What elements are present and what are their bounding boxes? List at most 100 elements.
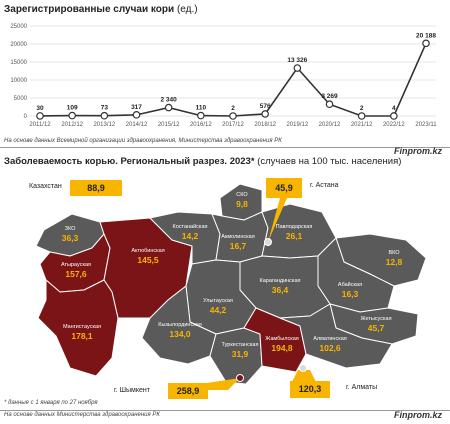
- x-tick-label: 2011/12: [29, 122, 51, 128]
- data-point: [357, 112, 366, 120]
- data-point: [293, 64, 302, 72]
- region-value-label: 36,4: [272, 285, 289, 295]
- data-label: 2: [360, 105, 364, 112]
- x-tick-label: 2013/12: [93, 122, 115, 128]
- city-marker-almaty: [299, 364, 307, 372]
- data-label: 2: [231, 105, 235, 112]
- y-tick-label: 0: [24, 114, 28, 120]
- data-label: 109: [67, 105, 78, 112]
- data-point: [164, 103, 173, 112]
- callout-almaty: [292, 370, 316, 382]
- data-point: [68, 111, 76, 120]
- data-point: [197, 111, 205, 120]
- data-point: [132, 111, 141, 119]
- region-value-label: 16,7: [230, 241, 247, 251]
- data-point: [36, 112, 44, 120]
- line-chart: 0 5000 10000 15000 20000 25000 30 2011/12 109 201…: [10, 24, 437, 128]
- x-tick-label: 2023/11: [415, 122, 437, 128]
- x-tick-label: 2017/12: [222, 122, 244, 128]
- x-tick-label: 2014/12: [126, 122, 148, 128]
- city-value-almaty: 120,3: [290, 381, 330, 398]
- city-label-shymkent: г. Шымкент: [114, 387, 150, 394]
- region-value-label: 16,3: [342, 289, 359, 299]
- region-name-label: Жетысуская: [360, 316, 391, 322]
- callout-shymkent: [200, 378, 240, 390]
- line-chart-source: На основе данных Всемирной организации з…: [4, 138, 282, 144]
- y-tick-label: 5000: [14, 96, 28, 102]
- map-title: Заболеваемость корью. Региональный разре…: [4, 156, 402, 167]
- data-point: [390, 112, 398, 120]
- country-value: 88,9: [70, 180, 122, 196]
- region-name-label: Кызылординская: [158, 322, 202, 328]
- region-name-label: Мангистауская: [63, 324, 101, 330]
- data-label: 317: [131, 104, 142, 111]
- city-marker-shymkent: [236, 374, 244, 382]
- region-name-label: СКО: [236, 192, 248, 198]
- region-name-label: Костанайская: [172, 223, 207, 230]
- region-value-label: 44,2: [210, 305, 227, 315]
- country-label: Казахстан: [29, 183, 62, 190]
- region-value-label: 9,8: [236, 199, 248, 209]
- x-tick-label: 2018/12: [254, 122, 276, 128]
- region-value-label: 178,1: [71, 331, 93, 341]
- region-name-label: Павлодарская: [276, 224, 313, 230]
- data-label: 576: [260, 103, 271, 110]
- region-almaty: [279, 303, 393, 369]
- city-label-astana: г. Астана: [310, 182, 339, 189]
- region-value-label: 14,2: [182, 231, 199, 241]
- data-label: 4: [392, 105, 396, 112]
- x-tick-label: 2022/12: [383, 122, 405, 128]
- line-chart-title: Зарегистрированные случаи кори (ед.): [4, 4, 198, 15]
- data-label: 13 326: [287, 57, 307, 64]
- data-label: 110: [196, 105, 207, 112]
- x-tick-label: 2015/12: [158, 122, 180, 128]
- region-name-label: Улытауская: [203, 298, 233, 304]
- region-name-label: Актюбинская: [131, 248, 164, 254]
- region-value-label: 31,9: [232, 349, 249, 359]
- region-name-label: ЗКО: [65, 226, 76, 232]
- y-tick-label: 25000: [10, 24, 27, 30]
- city-marker-astana: [264, 238, 272, 246]
- region-value-label: 194,8: [271, 343, 293, 353]
- region-value-label: 145,5: [137, 255, 159, 265]
- data-point: [325, 100, 334, 109]
- data-point: [261, 110, 269, 118]
- region-value-label: 102,6: [319, 343, 341, 353]
- region-value-label: 134,0: [169, 329, 191, 339]
- brand-logo-1: Finprom.kz: [393, 146, 442, 156]
- region-name-label: Алматинская: [313, 336, 347, 342]
- y-tick-label: 15000: [10, 60, 27, 66]
- region-value-label: 26,1: [286, 231, 303, 241]
- data-point: [100, 111, 109, 120]
- data-label: 2 340: [161, 97, 178, 104]
- divider: [0, 147, 450, 148]
- region-name-label: Атырауская: [61, 262, 91, 268]
- data-label: 3 269: [321, 93, 338, 100]
- region-name-label: Жамбылская: [265, 336, 299, 342]
- data-label: 20 188: [416, 32, 436, 39]
- brand-logo-2: Finprom.kz: [393, 410, 442, 420]
- city-value-shymkent: 258,9: [168, 383, 208, 399]
- region-name-label: ВКО: [388, 250, 400, 256]
- data-point: [422, 39, 430, 48]
- x-tick-label: 2016/12: [190, 122, 212, 128]
- divider-2: [0, 410, 450, 411]
- footnote: * данные с 1 января по 27 ноября: [4, 400, 98, 406]
- region-value-label: 36,3: [62, 233, 79, 243]
- region-name-label: Абайская: [338, 281, 362, 288]
- region-value-label: 12,8: [386, 257, 403, 267]
- region-mangystau: [37, 279, 119, 377]
- x-tick-label: 2012/12: [61, 122, 83, 128]
- city-label-almaty: г. Алматы: [346, 384, 378, 391]
- map-source: На основе данных Министерства здравоохра…: [4, 412, 160, 418]
- x-tick-label: 2021/12: [351, 122, 373, 128]
- region-value-label: 45,7: [368, 323, 385, 333]
- y-tick-label: 10000: [10, 78, 27, 84]
- data-point: [229, 112, 237, 120]
- region-name-label: Туркестанская: [222, 342, 259, 348]
- region-name-label: Карагандинская: [260, 278, 301, 284]
- x-tick-label: 2020/12: [319, 122, 341, 128]
- city-value-astana: 45,9: [266, 178, 302, 198]
- region-name-label: Акмолинская: [221, 234, 254, 240]
